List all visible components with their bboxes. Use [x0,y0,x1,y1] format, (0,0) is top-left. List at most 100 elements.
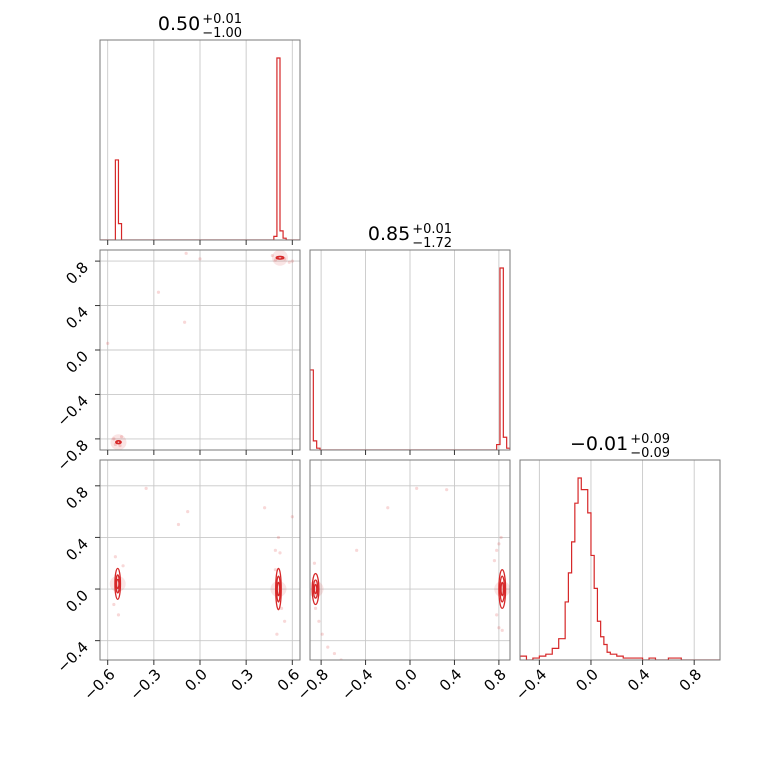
sample-point [273,258,277,262]
y-tick-label: −0.8 [54,436,92,474]
sample-point [112,437,116,441]
sample-point [275,632,279,636]
sample-point [495,613,499,617]
sample-point [320,632,324,636]
sample-point [278,551,282,555]
sample-point [276,535,281,540]
density-shade [272,250,288,266]
sample-point [184,251,188,255]
axes-frame [519,459,721,661]
param-title-3: −0.01 [570,433,628,455]
sample-point [106,341,110,345]
histogram-line [520,477,720,660]
param-title-minus-2: −1.72 [412,236,452,251]
sample-point [113,555,117,559]
x-tick-label: −0.4 [338,665,376,703]
x-tick-label: 0.3 [228,665,258,695]
sample-point [198,257,202,261]
sample-point [500,628,504,632]
density-contour [114,567,122,601]
x-tick-label: −0.8 [294,665,332,703]
density-contour [116,440,121,445]
y-tick-label: 0.8 [62,258,92,288]
param-title-plus-3: +0.09 [630,432,670,447]
histogram-panel-3: −0.01 +0.09−0.09 [519,432,721,665]
sample-point [273,568,277,572]
histogram-line [310,267,510,450]
y-tick-label: 0.4 [62,303,92,333]
x-tick-label: −0.4 [512,665,550,703]
density-contour [276,581,281,597]
param-title-1: 0.50 [158,13,200,35]
y-tick-label: 0.8 [62,483,92,513]
param-title-plus-2: +0.01 [412,222,452,237]
sample-point [492,559,497,563]
param-title-minus-1: −1.00 [202,26,242,41]
param-title-plus-1: +0.01 [202,12,242,27]
sample-point [263,506,267,510]
sample-point [183,320,187,324]
y-tick-label: 0.0 [62,586,92,616]
sample-point [144,486,148,490]
x-tick-label: 0.4 [436,665,466,695]
sample-point [270,253,274,258]
histogram-line [100,57,300,240]
sample-point [156,290,161,294]
sample-point [317,619,321,623]
sample-point [326,645,330,649]
sample-point [497,542,501,546]
density-contour [313,583,318,595]
param-title-minus-3: −0.09 [630,446,670,461]
y-tick-label: 0.4 [62,535,92,565]
param-title-2: 0.85 [368,223,410,245]
sample-point [283,619,287,623]
sample-point [119,435,124,439]
sample-point [176,522,181,527]
sample-point [290,259,294,263]
y-tick-label: −0.4 [54,392,92,430]
sample-point [445,488,449,492]
y-tick-label: 0.0 [62,347,92,377]
density-contour [499,575,506,603]
density-shade [494,581,510,598]
histogram-panel-1: 0.50 +0.01−1.00 [99,12,301,245]
sample-point [279,606,284,610]
sample-point [499,535,503,540]
sample-point [415,486,419,490]
density-contour [311,572,320,606]
sample-point [355,548,359,552]
sample-point [118,443,122,448]
density-shade [110,434,127,450]
x-tick-label: 0.0 [572,665,602,695]
density-contour [498,569,507,610]
density-contour [312,579,319,599]
pair-panel-3 [309,459,511,665]
sample-point [112,602,116,607]
sample-point [386,506,390,510]
x-tick-label: 0.8 [676,665,706,695]
density-shade [270,581,287,598]
sample-point [287,260,291,264]
sample-point [186,510,190,514]
density-shade [109,575,126,592]
sample-point [313,606,318,610]
x-tick-label: 0.0 [391,665,421,695]
pair-panel-1 [95,249,301,455]
x-tick-label: 0.0 [181,665,211,695]
density-contour [277,255,283,260]
density-contour [500,581,505,597]
sample-point [121,564,125,568]
x-tick-label: 0.8 [480,665,510,695]
histogram-panel-2: 0.85 +0.01−1.72 [309,222,511,455]
x-tick-label: 0.4 [624,665,654,695]
x-tick-label: −0.6 [80,665,118,703]
sample-point [495,548,499,552]
density-contour [275,567,282,611]
density-contour [115,578,120,590]
pair-panel-2 [95,459,301,665]
y-tick-label: −0.4 [54,638,92,676]
sample-point [290,515,294,519]
sample-point [273,548,277,552]
x-tick-label: −0.3 [126,665,164,703]
